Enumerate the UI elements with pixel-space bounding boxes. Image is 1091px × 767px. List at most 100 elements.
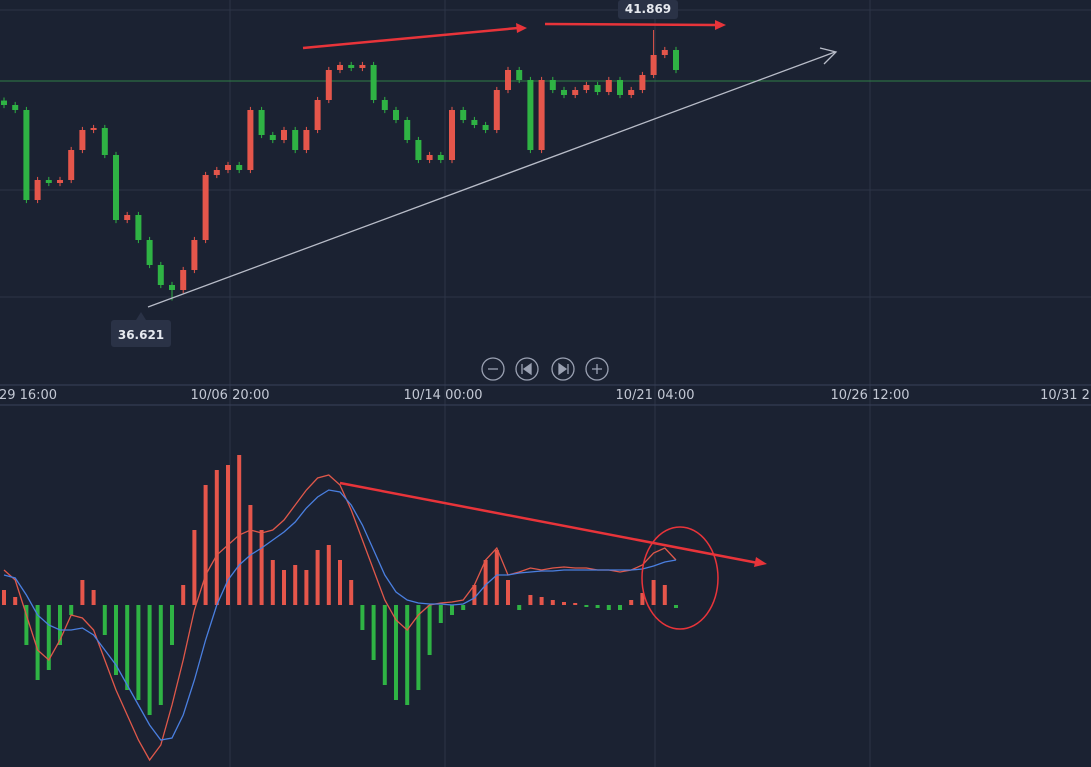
candle-body [404,120,411,140]
macd-histogram-bar [394,605,398,700]
high-price-label: 41.869 [625,2,671,16]
macd-histogram-bar [405,605,410,705]
candle-body [292,130,299,150]
candle-body [393,110,399,120]
candle-body [325,70,332,100]
candle-body [124,215,131,220]
macd-histogram-bar [629,600,634,605]
macd-histogram-bar [461,605,466,610]
macd-histogram-bar [214,470,219,605]
macd-histogram-bar [360,605,365,630]
macd-pane [2,455,678,762]
candle-body [471,120,478,125]
macd-line [3,489,677,741]
macd-histogram-bar [181,585,186,605]
macd-line [3,474,677,762]
next-button[interactable] [551,357,575,381]
macd-histogram-bar [136,605,141,700]
macd-histogram-bar [226,465,230,605]
macd-histogram-bar [315,550,320,605]
tag-pointer [136,312,146,320]
candle-body [281,130,287,140]
macd-histogram-bar [158,605,163,705]
candle-body [45,180,52,183]
chart-controls [481,357,609,381]
macd-histogram-bar [674,605,678,608]
macd-histogram-bar [2,590,6,605]
macd-histogram-bar [539,597,544,605]
annotation-arrow [544,22,717,27]
macd-histogram-bar [282,570,286,605]
macd-histogram-bar [192,530,197,605]
macd-histogram-bar [416,605,421,690]
trend-line [147,51,836,308]
macd-histogram-bar [651,580,656,605]
macd-histogram-bar [640,593,645,605]
macd-histogram-bar [13,597,18,605]
previous-button[interactable] [515,357,539,381]
zoom-out-button[interactable] [481,357,505,381]
arrowhead [754,557,767,567]
x-tick-label: 10/21 04:00 [615,388,694,403]
macd-histogram-bar [203,485,208,605]
candle-body [359,65,366,68]
annotation-arrow [302,26,519,50]
macd-histogram-bar [427,605,432,655]
macd-histogram-bar [550,600,555,605]
candle-body [213,170,220,175]
macd-histogram-bar [450,605,454,615]
candle-body [337,65,343,70]
zoom-in-button[interactable] [585,357,609,381]
candle-body [348,65,355,68]
macd-histogram-bar [371,605,376,660]
candle-body [180,270,187,290]
candle-body [247,110,254,170]
macd-histogram-bar [618,605,622,610]
candle-body [381,100,388,110]
candle-body [191,240,198,270]
candle-body [269,135,276,140]
x-tick-label: 29 16:00 [0,388,57,403]
candle-body [101,127,108,155]
macd-histogram-bar [270,560,275,605]
macd-histogram-bar [438,605,443,623]
macd-histogram-bar [304,570,309,605]
trend-arrowhead [819,47,838,65]
candle-body [661,50,668,55]
candle-body [169,285,175,290]
macd-histogram-bar [102,605,107,635]
candle-body [68,150,75,180]
candle-body [549,80,556,90]
low-price-label: 36.621 [118,328,164,342]
candle-body [605,80,612,93]
candle-body [572,90,579,95]
macd-histogram-bar [662,585,667,605]
candle-body [561,90,567,95]
macd-histogram-bar [293,565,298,605]
candle-body [202,175,209,240]
candle-body [57,180,63,183]
macd-histogram-bar [472,585,477,605]
candle-body [1,100,7,105]
macd-histogram-bar [562,602,566,605]
candle-body [135,215,142,240]
macd-histogram-bar [606,605,611,610]
candle-body [505,70,511,90]
arrowhead [516,23,527,33]
candle-body [639,75,646,90]
candle-body [79,130,86,150]
candle-body [426,155,433,160]
candle-body [12,105,19,110]
candle-body [23,110,30,200]
macd-histogram-bar [58,605,62,645]
candle-body [449,110,455,160]
macd-histogram-bar [584,605,589,607]
candle-body [437,155,444,160]
macd-histogram-bar [517,605,522,610]
annotation-arrow [339,481,759,565]
candle-body [90,127,97,130]
candle-body [594,85,601,93]
